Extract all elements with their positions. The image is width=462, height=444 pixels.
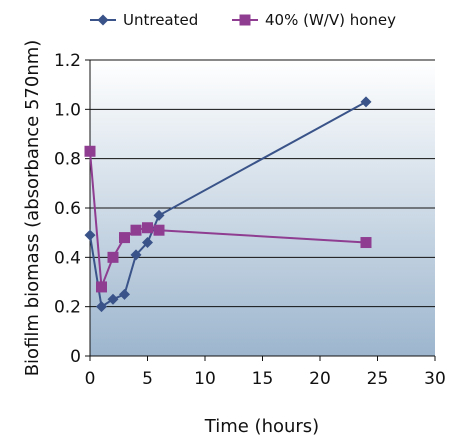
y-tick-label: 0 xyxy=(70,347,81,367)
y-tick-label: 0.2 xyxy=(54,298,81,318)
data-point xyxy=(130,249,142,261)
data-point xyxy=(84,145,96,157)
legend-label: 40% (W/V) honey xyxy=(265,11,396,29)
x-tick-label: 10 xyxy=(194,369,216,389)
y-tick-label: 0.8 xyxy=(54,150,81,170)
x-tick-labels: 0 5 10 15 20 25 30 xyxy=(85,369,446,389)
y-tick-label: 1.2 xyxy=(54,51,81,71)
data-point xyxy=(142,222,153,234)
data-point xyxy=(153,224,165,236)
series-honey xyxy=(84,145,372,293)
x-tick-label: 25 xyxy=(367,369,389,389)
x-tick-label: 20 xyxy=(309,369,331,389)
legend-item: 40% (W/V) honey xyxy=(232,11,396,29)
data-point xyxy=(96,301,107,313)
legend-item: Untreated xyxy=(90,11,198,29)
x-tick-label: 0 xyxy=(85,369,96,389)
legend: Untreated 40% (W/V) honey xyxy=(90,11,396,29)
y-tick-labels: 0 0.2 0.4 0.6 0.8 1.0 1.2 xyxy=(54,51,81,367)
x-tick-label: 5 xyxy=(142,369,153,389)
legend-label: Untreated xyxy=(123,11,198,29)
data-point xyxy=(360,237,372,249)
x-tick-label: 30 xyxy=(424,369,446,389)
data-point xyxy=(84,229,96,241)
data-point xyxy=(153,209,165,221)
data-point xyxy=(360,96,372,108)
y-axis-title: Biofilm biomass (absorbance 570nm) xyxy=(22,40,43,377)
data-point xyxy=(107,251,119,263)
series-layer xyxy=(84,96,372,313)
series-untreated xyxy=(84,96,372,313)
legend-marker xyxy=(97,14,109,26)
data-point xyxy=(142,237,153,249)
x-axis-title: Time (hours) xyxy=(204,416,319,437)
x-tick-label: 15 xyxy=(252,369,274,389)
legend-marker xyxy=(239,14,251,26)
y-tick-label: 1.0 xyxy=(54,100,81,120)
data-point xyxy=(107,293,119,305)
y-tick-label: 0.4 xyxy=(54,248,81,268)
data-point xyxy=(119,232,130,244)
data-point xyxy=(119,288,130,300)
data-point xyxy=(96,281,107,293)
axes xyxy=(85,59,436,361)
y-tick-label: 0.6 xyxy=(54,199,81,219)
data-point xyxy=(130,224,142,236)
